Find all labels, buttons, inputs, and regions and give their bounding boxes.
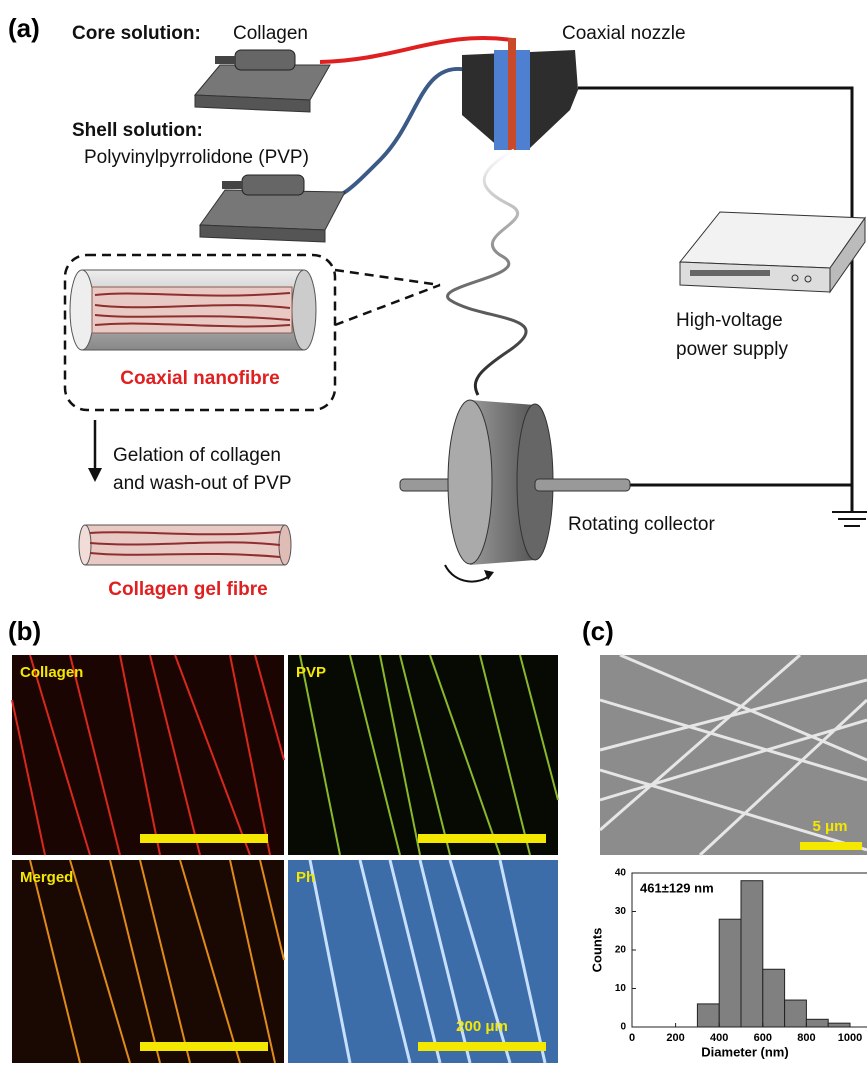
gel-fibre-illustration xyxy=(79,525,291,565)
x-tick-label: 200 xyxy=(666,1032,684,1044)
scale-bar xyxy=(418,834,546,843)
micrograph xyxy=(12,655,284,855)
image-label: PVP xyxy=(296,664,326,681)
scale-bar xyxy=(140,834,268,843)
scale-bar xyxy=(800,842,862,850)
image-label: Ph xyxy=(296,869,315,886)
panel-label: (c) xyxy=(582,616,614,646)
bar xyxy=(719,919,741,1027)
bar xyxy=(741,881,763,1027)
fibre-jet xyxy=(448,150,527,395)
scale-bar-label: 5 μm xyxy=(812,818,847,835)
y-tick-label: 30 xyxy=(615,906,627,917)
image-label: Merged xyxy=(20,869,73,886)
x-tick-label: 600 xyxy=(754,1032,772,1044)
gel-fibre-label: Collagen gel fibre xyxy=(108,579,267,600)
x-tick-label: 0 xyxy=(629,1032,635,1044)
coaxial-nozzle xyxy=(462,38,578,150)
panel-label: (b) xyxy=(8,616,41,646)
power-supply-label: High-voltage xyxy=(676,310,783,331)
coaxial-fibre-illustration xyxy=(70,270,316,350)
annotation: 461±129 nm xyxy=(640,880,714,895)
arrow-head xyxy=(88,468,102,482)
rotating-collector xyxy=(400,400,630,582)
power-supply xyxy=(680,212,865,292)
y-tick-label: 40 xyxy=(615,868,627,879)
ground-symbol xyxy=(832,512,867,526)
scale-bar xyxy=(140,1042,268,1051)
panel-label: (a) xyxy=(8,13,40,43)
x-axis-label: Diameter (nm) xyxy=(701,1044,788,1059)
power-supply-label: power supply xyxy=(676,339,788,360)
wire xyxy=(578,88,852,512)
bar xyxy=(785,1000,807,1027)
micrograph xyxy=(288,655,558,855)
micrograph xyxy=(288,860,558,1063)
y-axis-label: Counts xyxy=(589,928,604,973)
y-tick-label: 20 xyxy=(615,945,627,956)
shell-value: Polyvinylpyrrolidone (PVP) xyxy=(84,147,309,168)
core-label: Core solution: xyxy=(72,23,201,44)
shell-tube xyxy=(320,69,468,200)
bar xyxy=(806,1019,828,1027)
syringe-pump xyxy=(200,175,345,242)
bar xyxy=(697,1004,719,1027)
core-value: Collagen xyxy=(233,23,308,44)
scale-bar xyxy=(418,1042,546,1051)
collector-label: Rotating collector xyxy=(568,514,715,535)
coaxial-nanofibre-label: Coaxial nanofibre xyxy=(120,368,279,389)
x-tick-label: 1000 xyxy=(838,1032,862,1044)
bar xyxy=(828,1023,850,1027)
image-label: Collagen xyxy=(20,664,83,681)
callout-line xyxy=(335,270,440,285)
figure: (a) Core solution: Collagen Shell soluti… xyxy=(0,0,867,1063)
nozzle-label: Coaxial nozzle xyxy=(562,23,686,44)
process-label: and wash-out of PVP xyxy=(113,473,292,494)
micrograph xyxy=(12,860,284,1063)
process-label: Gelation of collagen xyxy=(113,445,281,466)
x-tick-label: 400 xyxy=(710,1032,728,1044)
x-tick-label: 800 xyxy=(797,1032,815,1044)
syringe-pump xyxy=(195,50,330,112)
scale-bar-label: 200 μm xyxy=(456,1018,508,1035)
y-tick-label: 10 xyxy=(615,983,627,994)
shell-label: Shell solution: xyxy=(72,120,203,141)
y-tick-label: 0 xyxy=(620,1022,626,1033)
bar xyxy=(763,969,785,1027)
callout-line xyxy=(335,285,440,325)
